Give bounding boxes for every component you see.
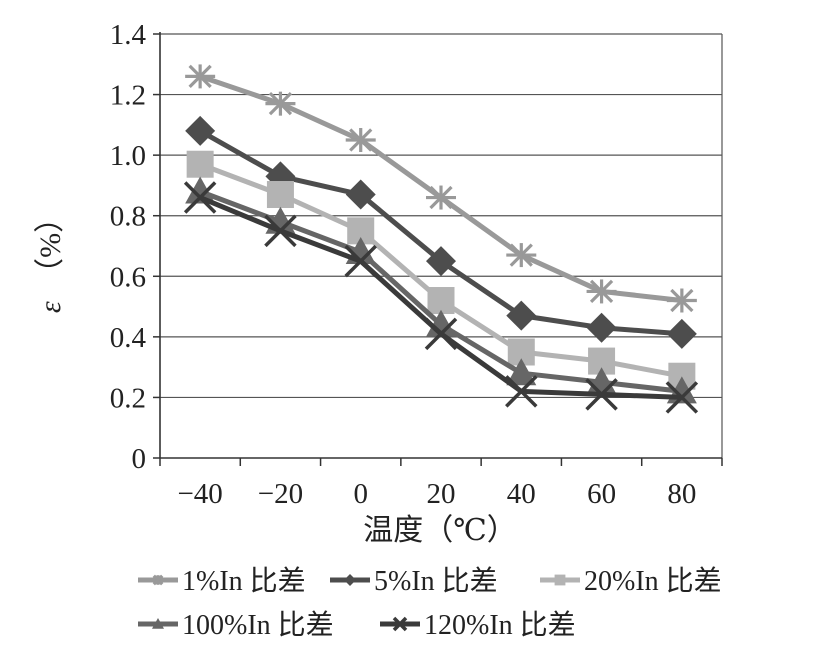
data-point	[185, 115, 216, 146]
data-point	[345, 128, 376, 152]
data-point	[586, 279, 617, 304]
data-point	[186, 150, 214, 178]
data-point	[506, 300, 537, 331]
data-point	[183, 181, 217, 214]
legend-item: 120%In 比差	[380, 609, 576, 641]
data-point	[185, 176, 216, 204]
legend-label: 100%In 比差	[182, 609, 334, 641]
data-point	[666, 318, 697, 349]
x-tick-label: 40	[507, 478, 536, 510]
legend-item: 1%In 比差	[138, 565, 306, 597]
y-axis-title: ε （%）	[34, 203, 67, 313]
axis-layer: 0 0.2 0.4 0.6 0.8 1.0 1.2 1.4 −40 −20 0 20 40 60 80	[110, 19, 723, 510]
y-tick-label: 1.2	[110, 80, 146, 112]
data-point	[506, 358, 537, 386]
data-point	[585, 378, 618, 411]
y-tick-label: 0	[132, 443, 147, 475]
y-tick-label: 0.4	[110, 322, 147, 354]
data-point	[426, 185, 456, 210]
data-point	[266, 181, 294, 209]
y-tick-label: 1.0	[110, 140, 146, 172]
x-axis-title: 温度（℃）	[363, 514, 517, 547]
x-tick-label: 60	[587, 478, 616, 510]
series-5	[183, 181, 699, 414]
legend-marker	[392, 616, 408, 632]
legend-label: 5%In 比差	[374, 565, 498, 597]
legend-item: 5%In 比差	[330, 565, 498, 597]
data-point	[586, 312, 617, 343]
legend-label: 120%In 比差	[424, 609, 576, 641]
data-point	[264, 214, 297, 248]
data-point	[505, 375, 538, 408]
data-point	[506, 243, 537, 268]
series-1	[185, 64, 697, 313]
legend-marker	[152, 574, 164, 586]
series-layer	[183, 64, 699, 414]
y-tick-label: 0.2	[110, 382, 146, 414]
data-point	[345, 179, 376, 210]
legend-marker	[152, 618, 164, 629]
data-point	[665, 381, 699, 414]
legend: 1%In 比差 5%In 比差 20%In 比差 100%In 比差 120%In 比差	[138, 565, 722, 641]
data-point	[265, 91, 296, 116]
legend-item: 100%In 比差	[138, 609, 334, 641]
label-layer: 温度（℃） ε （%）	[34, 203, 517, 547]
data-point	[424, 317, 458, 351]
y-tick-label: 0.6	[110, 261, 146, 293]
data-point	[426, 246, 456, 277]
y-tick-label: 1.4	[110, 19, 147, 51]
x-tick-label: 0	[353, 478, 368, 510]
y-axis-unit: （%）	[34, 203, 67, 288]
x-tick-label: 80	[667, 478, 696, 510]
y-tick-label: 0.8	[110, 201, 146, 233]
data-point	[666, 288, 697, 313]
legend-label: 20%In 比差	[584, 565, 722, 597]
x-tick-label: −20	[258, 478, 303, 510]
y-axis-symbol: ε	[34, 301, 67, 313]
legend-marker	[344, 574, 356, 586]
legend-label: 1%In 比差	[182, 565, 306, 597]
legend-item: 20%In 比差	[540, 565, 722, 597]
x-tick-label: −40	[177, 478, 222, 510]
data-point	[344, 244, 377, 278]
data-point	[427, 287, 455, 315]
data-point	[185, 64, 216, 89]
x-tick-label: 20	[427, 478, 456, 510]
series-3	[186, 150, 696, 390]
series-2	[185, 115, 697, 349]
legend-marker	[554, 574, 566, 586]
